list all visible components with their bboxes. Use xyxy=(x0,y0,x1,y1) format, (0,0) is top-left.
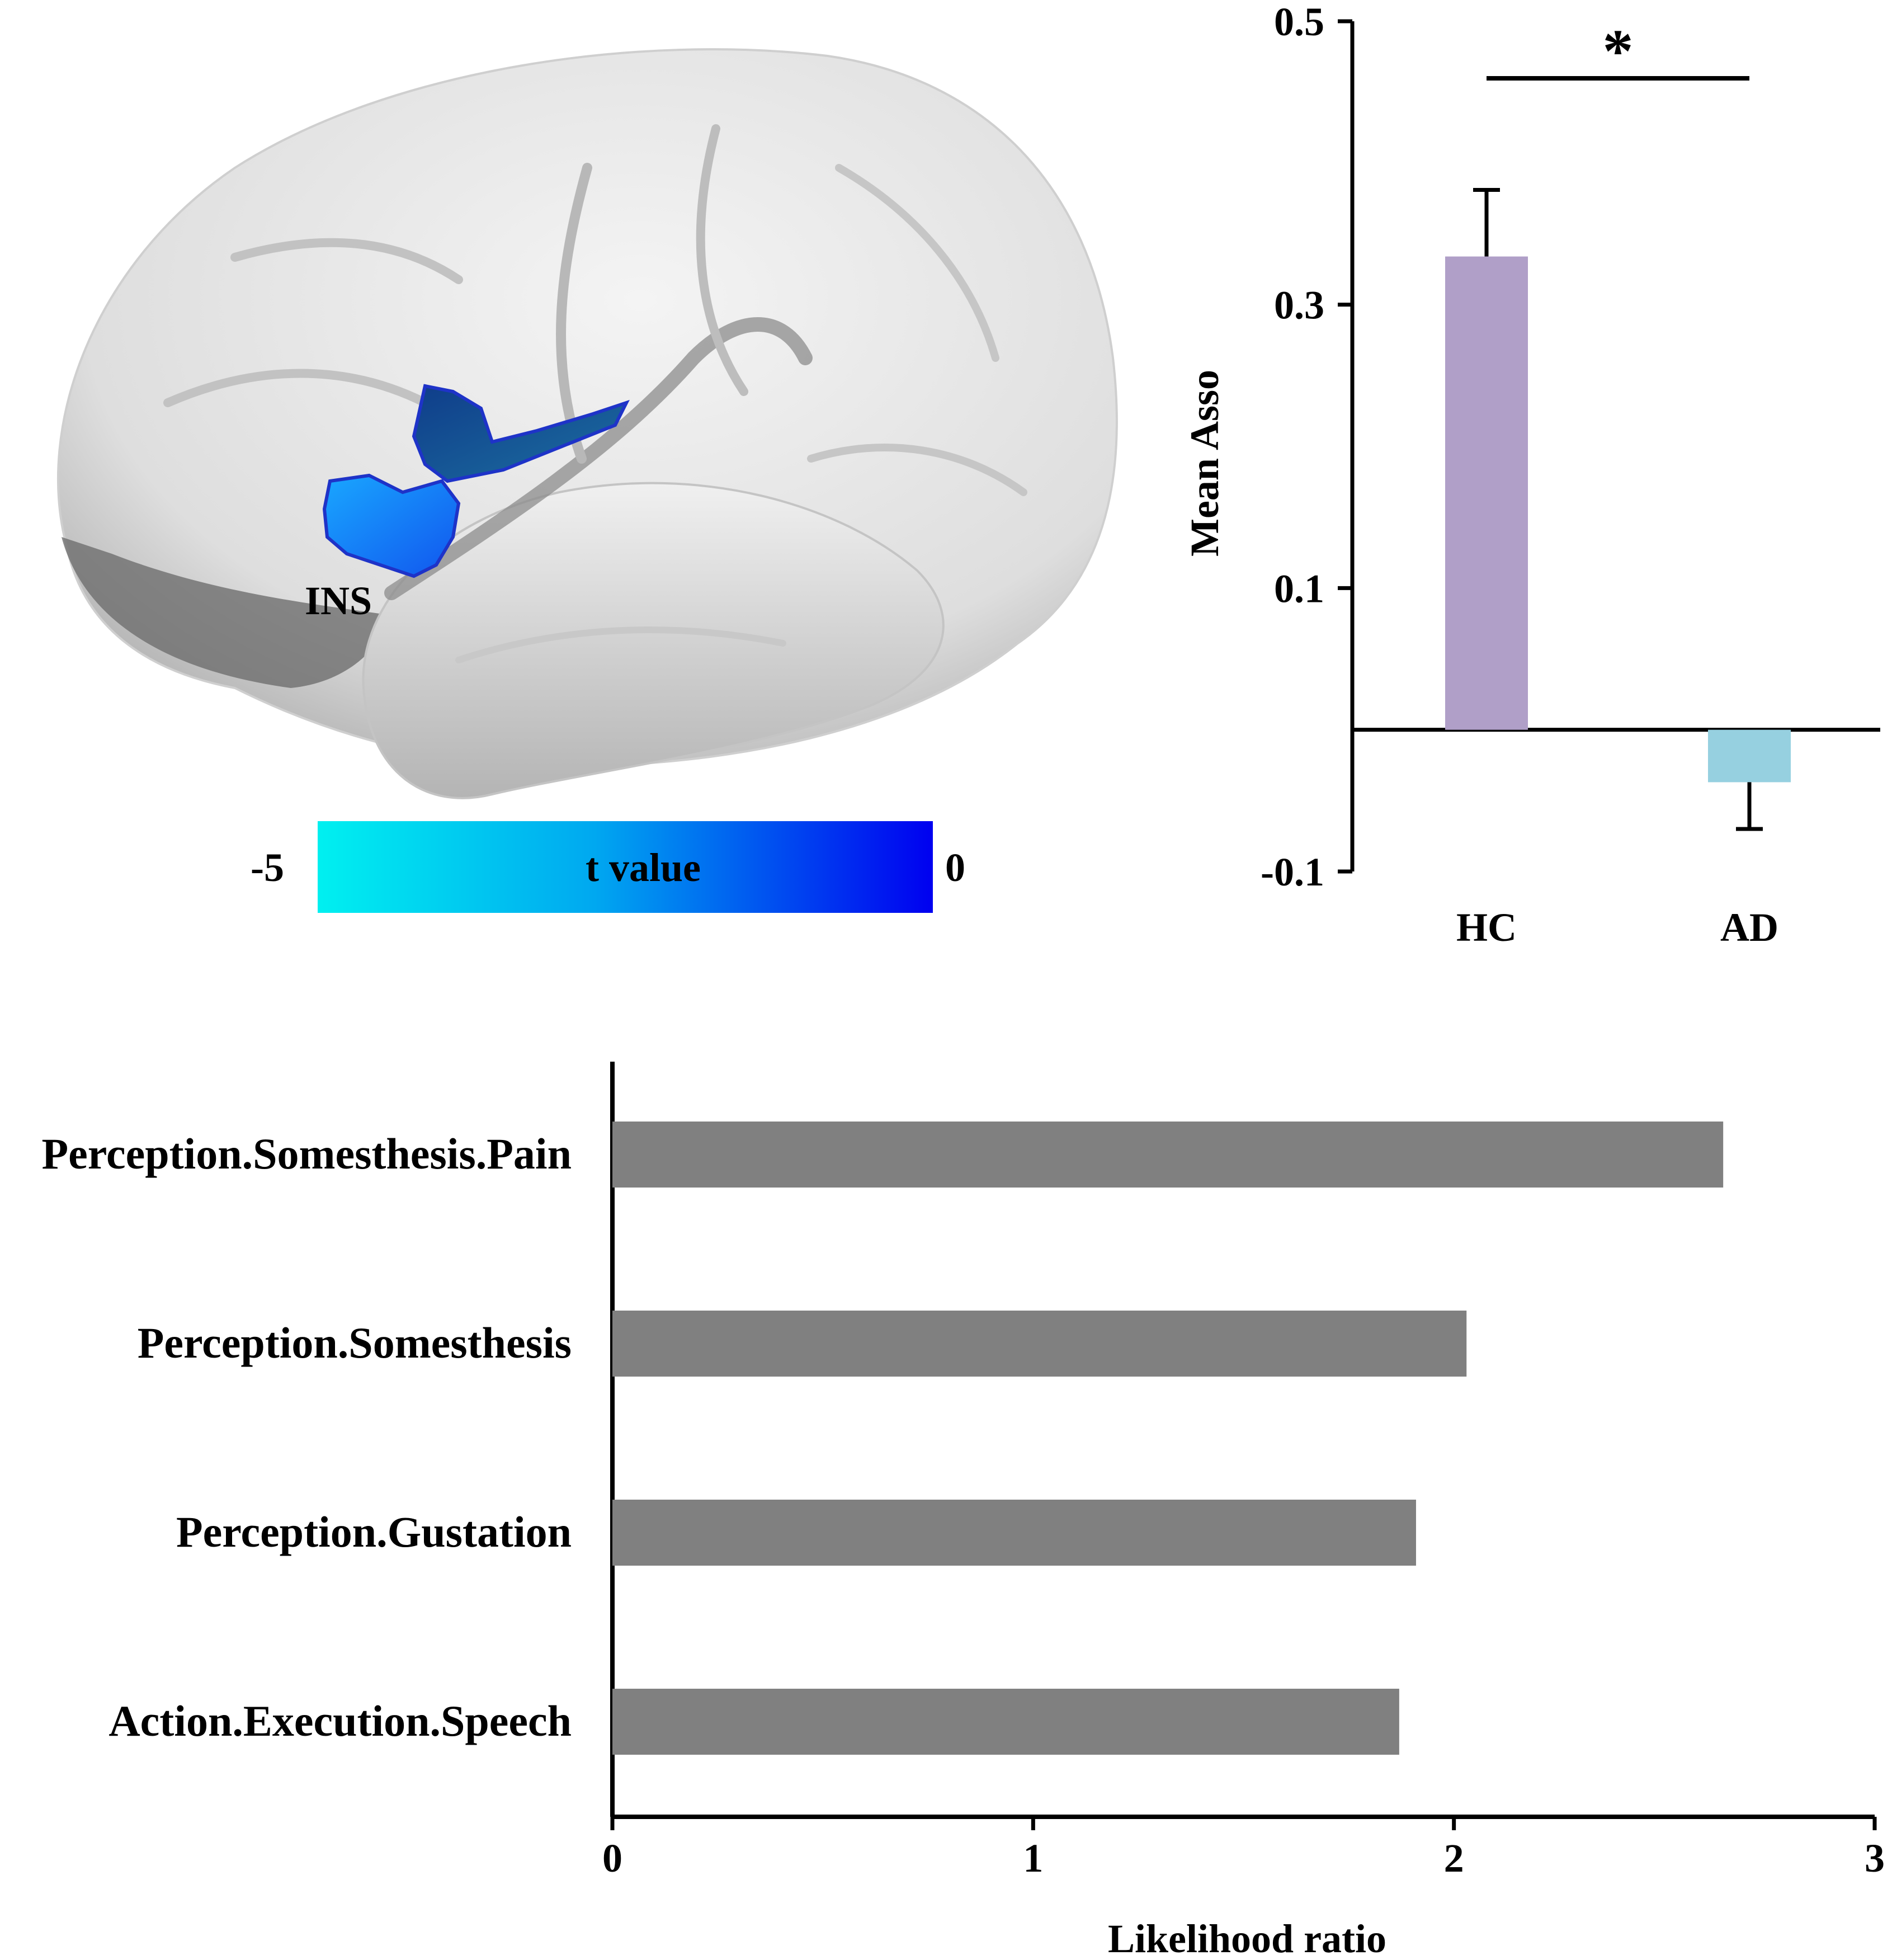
mean-asso-chart: 0.5 0.3 0.1 -0.1 Mean Asso HC AD * xyxy=(1182,0,1880,950)
x-tick-label: 3 xyxy=(1865,1836,1885,1881)
brain-surface-image xyxy=(56,48,1118,799)
y-tick-label: 0.3 xyxy=(1274,283,1324,328)
x-category-label: AD xyxy=(1720,905,1778,950)
colorbar-max-label: 0 xyxy=(945,845,965,890)
bar-hc xyxy=(1445,256,1528,730)
y-tick-label: 0.1 xyxy=(1274,566,1324,611)
region-label: INS xyxy=(305,578,372,623)
x-axis-label: Likelihood ratio xyxy=(1108,1916,1386,1960)
y-tick-label: 0.5 xyxy=(1274,0,1324,44)
y-category-label: Perception.Gustation xyxy=(176,1507,572,1556)
bar xyxy=(612,1122,1724,1188)
bar-ad xyxy=(1708,729,1791,783)
significance-marker: * xyxy=(1603,17,1634,85)
x-tick-label: 2 xyxy=(1444,1836,1464,1881)
brain-panel: INS -5 0 t value xyxy=(56,48,1118,913)
colorbar: -5 0 t value xyxy=(251,821,965,913)
y-category-label: Perception.Somesthesis.Pain xyxy=(41,1129,572,1178)
x-tick-label: 1 xyxy=(1023,1836,1043,1881)
x-category-label: HC xyxy=(1456,905,1517,950)
y-tick-label: -0.1 xyxy=(1261,850,1324,894)
x-tick-label: 0 xyxy=(602,1836,622,1881)
colorbar-min-label: -5 xyxy=(251,845,284,890)
y-axis-label: Mean Asso xyxy=(1182,370,1227,557)
y-category-label: Action.Execution.Speech xyxy=(108,1697,572,1745)
insula-cluster xyxy=(322,384,630,578)
y-category-label: Perception.Somesthesis xyxy=(138,1318,572,1367)
bar xyxy=(612,1689,1399,1755)
likelihood-ratio-chart: 0 1 2 3 Likelihood ratio Perception.Somesthes… xyxy=(41,1062,1885,1960)
bar xyxy=(612,1500,1416,1566)
bar xyxy=(612,1311,1467,1377)
colorbar-gradient xyxy=(318,821,933,913)
colorbar-title: t value xyxy=(586,845,701,890)
